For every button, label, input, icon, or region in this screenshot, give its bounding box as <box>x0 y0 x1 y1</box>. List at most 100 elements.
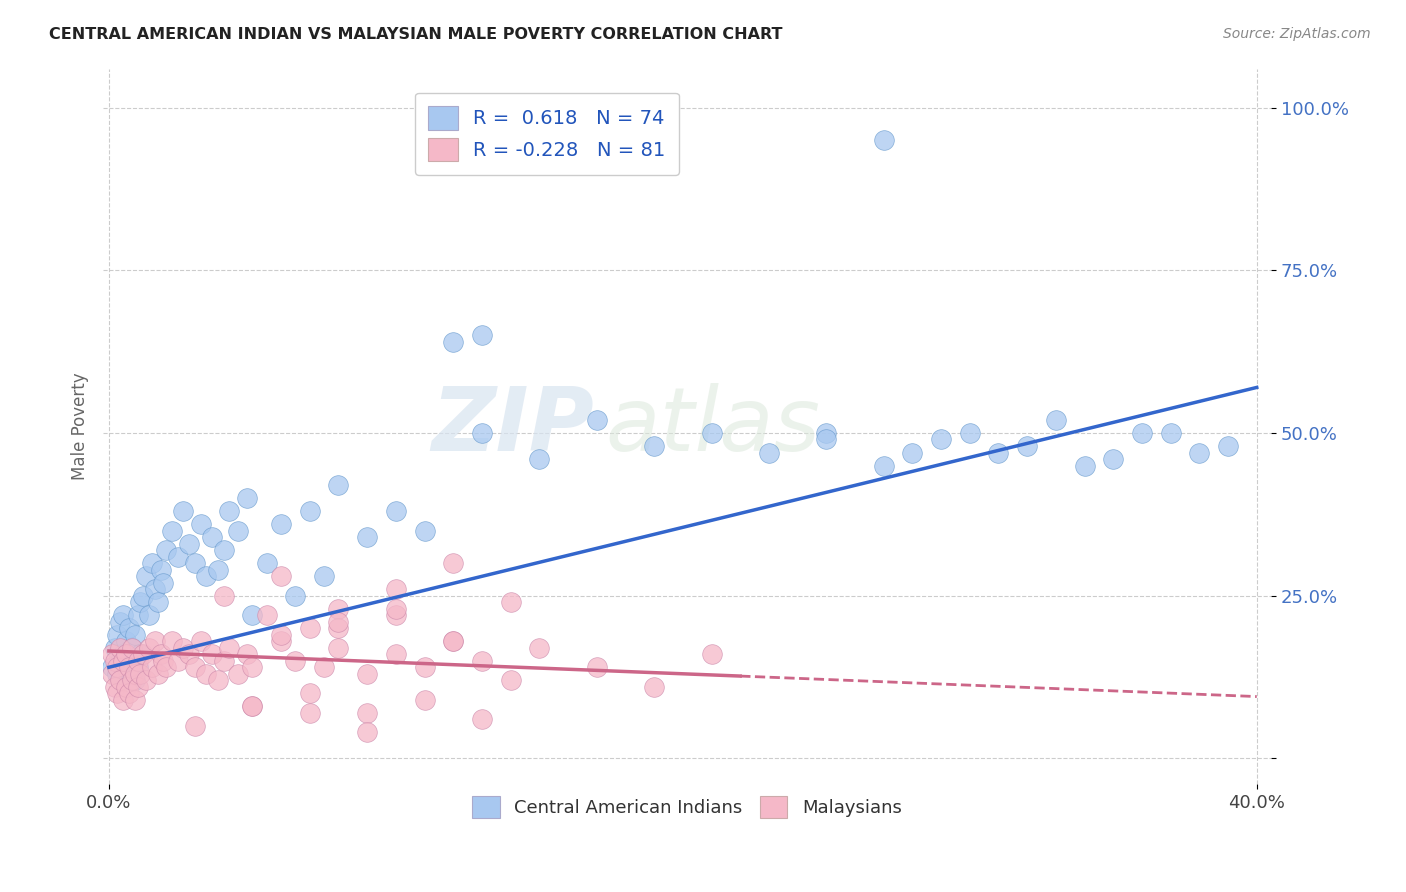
Point <box>110 654 132 668</box>
Point <box>152 654 174 668</box>
Point <box>298 621 321 635</box>
Point <box>298 686 321 700</box>
Point <box>124 628 146 642</box>
Point <box>1130 425 1153 440</box>
Point <box>413 660 436 674</box>
Point <box>172 504 194 518</box>
Point <box>1102 452 1125 467</box>
Point <box>184 660 207 674</box>
Point <box>413 524 436 538</box>
Point <box>1188 445 1211 459</box>
Point <box>179 536 201 550</box>
Point <box>115 634 138 648</box>
Point <box>129 595 152 609</box>
Point <box>160 634 183 648</box>
Point <box>385 504 408 518</box>
Point <box>328 601 350 615</box>
Point <box>143 634 166 648</box>
Point <box>441 334 464 349</box>
Point <box>270 634 292 648</box>
Point <box>190 517 212 532</box>
Point <box>256 608 278 623</box>
Text: CENTRAL AMERICAN INDIAN VS MALAYSIAN MALE POVERTY CORRELATION CHART: CENTRAL AMERICAN INDIAN VS MALAYSIAN MAL… <box>49 27 783 42</box>
Point <box>815 425 838 440</box>
Point <box>226 666 249 681</box>
Point <box>190 634 212 648</box>
Point <box>179 647 201 661</box>
Point <box>121 654 143 668</box>
Point <box>121 640 143 655</box>
Point <box>212 543 235 558</box>
Point <box>107 666 129 681</box>
Point <box>121 640 143 655</box>
Point <box>356 725 378 739</box>
Point <box>959 425 981 440</box>
Point <box>155 543 177 558</box>
Point <box>585 660 607 674</box>
Point <box>127 680 149 694</box>
Point <box>135 673 157 688</box>
Point <box>141 660 163 674</box>
Text: Source: ZipAtlas.com: Source: ZipAtlas.com <box>1223 27 1371 41</box>
Point <box>207 563 229 577</box>
Point <box>141 556 163 570</box>
Point <box>471 328 494 343</box>
Point <box>385 647 408 661</box>
Point <box>104 640 127 655</box>
Point <box>201 530 224 544</box>
Point <box>758 445 780 459</box>
Point <box>115 660 138 674</box>
Point <box>152 575 174 590</box>
Point <box>127 654 149 668</box>
Point <box>112 654 135 668</box>
Point <box>146 666 169 681</box>
Text: atlas: atlas <box>606 384 820 469</box>
Point <box>121 673 143 688</box>
Point <box>118 666 141 681</box>
Point <box>499 673 522 688</box>
Point <box>240 660 263 674</box>
Point <box>201 647 224 661</box>
Point <box>107 628 129 642</box>
Point <box>235 491 257 505</box>
Point <box>901 445 924 459</box>
Point <box>356 530 378 544</box>
Text: ZIP: ZIP <box>430 383 593 470</box>
Point <box>107 686 129 700</box>
Point <box>104 680 127 694</box>
Point <box>385 608 408 623</box>
Point <box>441 634 464 648</box>
Point <box>149 563 172 577</box>
Point <box>441 556 464 570</box>
Point <box>240 699 263 714</box>
Point <box>385 582 408 597</box>
Point <box>240 699 263 714</box>
Point <box>129 666 152 681</box>
Point <box>356 666 378 681</box>
Point <box>471 654 494 668</box>
Point <box>118 686 141 700</box>
Point <box>256 556 278 570</box>
Point <box>328 640 350 655</box>
Point <box>643 439 665 453</box>
Legend: Central American Indians, Malaysians: Central American Indians, Malaysians <box>465 789 908 825</box>
Point <box>270 569 292 583</box>
Point <box>138 640 160 655</box>
Point <box>124 693 146 707</box>
Point <box>1073 458 1095 473</box>
Point <box>1045 413 1067 427</box>
Point <box>413 693 436 707</box>
Point <box>270 517 292 532</box>
Point <box>356 706 378 720</box>
Point <box>100 666 122 681</box>
Point <box>112 647 135 661</box>
Point <box>235 647 257 661</box>
Point <box>127 608 149 623</box>
Point <box>529 452 551 467</box>
Point <box>499 595 522 609</box>
Point <box>1216 439 1239 453</box>
Point <box>110 673 132 688</box>
Point <box>155 660 177 674</box>
Point <box>987 445 1010 459</box>
Point <box>184 556 207 570</box>
